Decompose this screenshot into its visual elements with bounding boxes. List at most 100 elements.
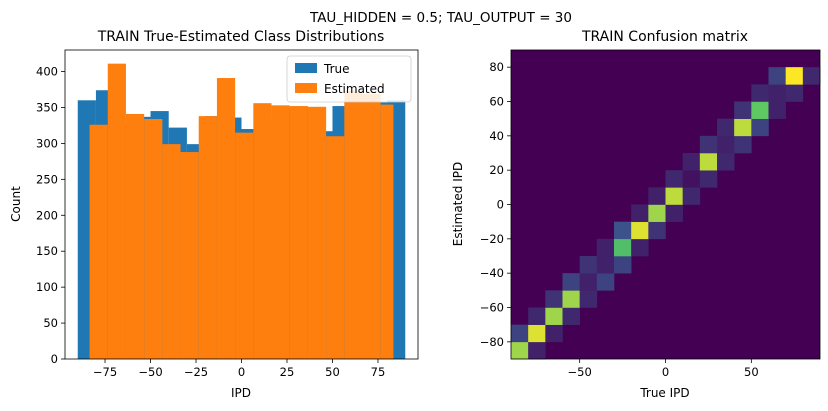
heatmap-cell — [665, 170, 683, 188]
x-tick-label: 25 — [280, 365, 295, 379]
histogram-y-ticks: 0 50 100 150 200 250 300 350 400 — [36, 65, 65, 366]
heatmap-cell — [734, 135, 752, 154]
histogram-legend: True Estimated — [286, 55, 412, 103]
estimated-bar — [162, 144, 181, 359]
heatmap-cell — [579, 273, 598, 291]
estimated-bar — [271, 105, 290, 360]
heatmap-cell — [699, 153, 718, 171]
x-tick-label: 0 — [662, 365, 669, 379]
heatmap-cell — [579, 256, 598, 274]
y-tick-label: −60 — [480, 301, 504, 315]
heatmap-cell — [768, 101, 786, 119]
heatmap-cell — [734, 118, 752, 137]
confusion-matrix-y-ticks: −80 −60 −40 −20 0 20 40 60 80 — [480, 60, 511, 349]
heatmap-cell — [699, 135, 718, 154]
histogram-x-ticks: −75 −50 −25 0 25 50 75 — [93, 359, 385, 379]
heatmap-cell — [751, 118, 769, 137]
heatmap-cell — [717, 135, 735, 154]
heatmap-cell — [545, 324, 563, 343]
estimated-bar — [253, 103, 272, 359]
estimated-bar — [107, 63, 126, 359]
histogram-y-label: Count — [9, 186, 23, 222]
heatmap-cell — [631, 204, 649, 222]
y-tick-label: 350 — [36, 100, 58, 114]
heatmap-cell — [802, 67, 821, 85]
estimated-bar — [307, 106, 327, 359]
estimated-bar — [362, 93, 381, 359]
heatmap-cell — [545, 307, 563, 325]
heatmap-cell — [562, 307, 580, 325]
y-tick-label: 250 — [36, 172, 58, 186]
confusion-matrix-x-label: True IPD — [639, 386, 689, 400]
heatmap-cell — [751, 101, 769, 119]
estimated-bar — [380, 104, 394, 359]
heatmap-cell — [751, 84, 769, 102]
legend-swatch-estimated — [295, 83, 317, 93]
heatmap-cell — [648, 187, 666, 205]
x-tick-label: 50 — [325, 365, 340, 379]
heatmap-cell — [785, 67, 804, 85]
estimated-bar — [235, 132, 254, 359]
x-tick-label: −75 — [93, 365, 117, 379]
y-tick-label: −20 — [480, 232, 504, 246]
estimated-bar — [198, 116, 217, 359]
heatmap-cell — [596, 273, 615, 291]
y-tick-label: 100 — [36, 280, 58, 294]
estimated-bar — [326, 136, 345, 359]
histogram-title: TRAIN True-Estimated Class Distributions — [97, 29, 385, 45]
y-tick-label: 400 — [36, 65, 58, 79]
x-tick-label: −50 — [138, 365, 162, 379]
y-tick-label: 0 — [51, 352, 58, 366]
legend-swatch-true — [295, 63, 317, 73]
heatmap-cell — [511, 324, 529, 343]
y-tick-label: −80 — [480, 335, 504, 349]
estimated-bar — [344, 90, 363, 360]
y-tick-label: 40 — [489, 129, 504, 143]
y-tick-label: 0 — [497, 198, 504, 212]
histogram-chart: TRAIN True-Estimated Class Distributions… — [9, 29, 419, 400]
y-tick-label: 200 — [36, 208, 58, 222]
y-tick-label: 60 — [489, 95, 504, 109]
confusion-matrix-x-ticks: −50 0 50 — [568, 359, 759, 379]
heatmap-cell — [682, 170, 701, 188]
y-tick-label: 20 — [489, 163, 504, 177]
x-tick-label: −50 — [568, 365, 592, 379]
heatmap-cell — [614, 256, 632, 274]
estimated-bar — [89, 124, 108, 359]
heatmap-cell — [717, 118, 735, 137]
heatmap-cell — [511, 341, 529, 360]
histogram-x-label: IPD — [231, 386, 251, 400]
x-tick-label: −25 — [184, 365, 208, 379]
legend-label-true: True — [323, 62, 350, 76]
heatmap-cell — [614, 221, 632, 240]
confusion-matrix-chart: TRAIN Confusion matrix −50 0 50 −80−60−40−… — [451, 29, 821, 400]
estimated-bar — [125, 113, 145, 359]
heatmap-cell — [562, 290, 580, 308]
heatmap-cell — [665, 204, 683, 222]
estimated-bar — [144, 118, 163, 359]
y-tick-label: 80 — [489, 60, 504, 74]
heatmap-cell — [562, 273, 580, 291]
heatmap-cell — [768, 67, 786, 85]
heatmap-cell — [648, 221, 666, 240]
figure-suptitle: TAU_HIDDEN = 0.5; TAU_OUTPUT = 30 — [309, 10, 572, 26]
heatmap-cell — [631, 238, 649, 257]
heatmap-cell — [648, 204, 666, 222]
heatmap-cell — [734, 101, 752, 119]
estimated-bar — [216, 78, 236, 360]
estimated-bar — [289, 106, 308, 359]
heatmap-cell — [717, 153, 735, 171]
confusion-matrix-cells — [511, 67, 821, 360]
y-tick-label: 300 — [36, 136, 58, 150]
heatmap-cell — [682, 187, 701, 205]
heatmap-cell — [631, 221, 649, 240]
heatmap-cell — [614, 238, 632, 257]
heatmap-cell — [596, 238, 615, 257]
heatmap-cell — [528, 324, 546, 343]
heatmap-cell — [785, 84, 804, 102]
heatmap-cell — [682, 153, 701, 171]
heatmap-cell — [699, 170, 718, 188]
y-tick-label: −40 — [480, 266, 504, 280]
heatmap-cell — [528, 307, 546, 325]
